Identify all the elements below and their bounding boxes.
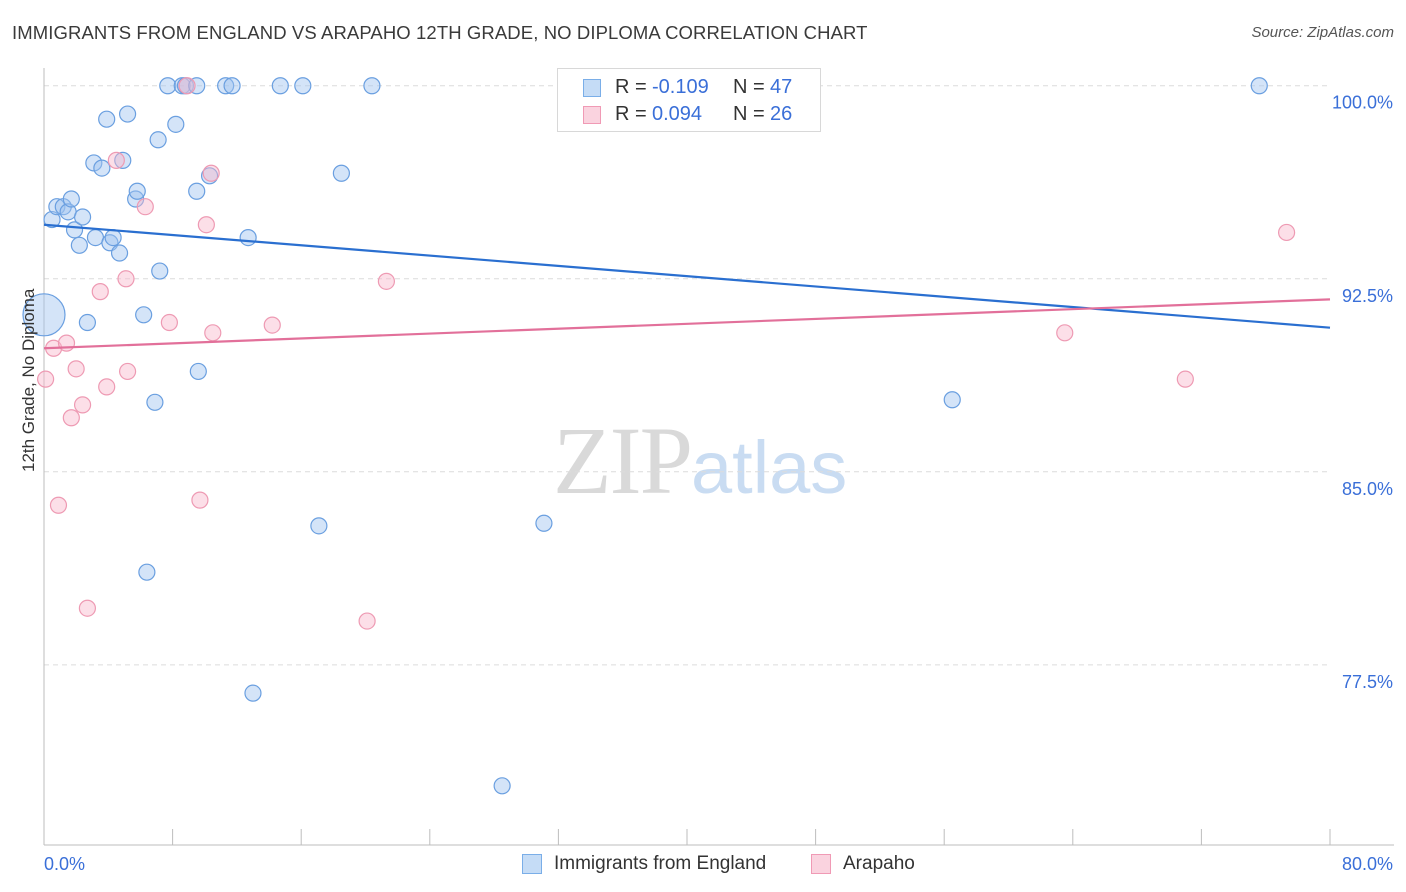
x-tick-label-min: 0.0%	[44, 854, 85, 874]
n-value: 26	[770, 103, 793, 125]
england-point-2	[48, 198, 66, 216]
england-point-24	[149, 131, 167, 149]
r-label: R =	[615, 103, 647, 125]
england-point-21	[135, 306, 153, 324]
n-label: N =	[733, 76, 765, 98]
y-tick-label-1: 92.5%	[1342, 286, 1393, 306]
england-point-16	[110, 244, 129, 262]
grid-lines	[44, 85, 1330, 666]
axes	[43, 68, 1394, 846]
trend-lines	[43, 223, 1331, 350]
y-tick-label-2: 85.0%	[1342, 479, 1393, 499]
england-point-5	[62, 190, 80, 208]
r-value: -0.109	[652, 76, 709, 98]
arapaho-point-23	[1056, 324, 1074, 342]
arapaho-point-0	[37, 370, 55, 388]
england-point-44	[535, 514, 553, 532]
england-point-13	[98, 110, 116, 128]
y-tick-label-3: 77.5%	[1342, 672, 1393, 692]
arapaho-point-11	[117, 270, 135, 288]
england-point-15	[104, 228, 122, 247]
watermark-zip: ZIP	[553, 407, 693, 514]
england-point-40	[310, 517, 328, 535]
england-point-35	[223, 77, 241, 95]
arapaho-point-6	[73, 396, 92, 414]
source-credit: Source: ZipAtlas.com	[1251, 24, 1394, 41]
arapaho-point-5	[67, 360, 85, 378]
legend-swatch-blue	[583, 79, 601, 97]
arapaho-point-21	[358, 612, 376, 630]
arapaho-point-17	[197, 216, 215, 234]
england-point-34	[217, 77, 235, 95]
y-tick-label-0: 100.0%	[1332, 93, 1393, 113]
n-label: N =	[733, 103, 765, 125]
arapaho-point-13	[136, 198, 154, 216]
arapaho-point-2	[49, 496, 68, 514]
england-point-0	[22, 293, 66, 337]
england-point-45	[943, 391, 961, 409]
tick-labels: 100.0% 92.5% 85.0% 77.5% 0.0% 80.0%	[44, 93, 1393, 874]
england-point-7	[70, 236, 88, 254]
england-point-17	[114, 151, 132, 169]
england-point-33	[200, 167, 219, 185]
england-point-32	[189, 362, 207, 381]
england-point-42	[363, 77, 381, 95]
england-point-25	[151, 262, 169, 280]
arapaho-point-24	[1176, 370, 1194, 388]
y-axis-label: 12th Grade, No Diploma	[19, 288, 38, 472]
arapaho-point-10	[107, 151, 125, 169]
arapaho-point-12	[118, 362, 137, 381]
legend-label: Immigrants from England	[554, 853, 767, 874]
r-value: 0.094	[652, 103, 703, 125]
watermark: ZIPatlas	[553, 405, 847, 516]
legend-swatch-pink	[583, 106, 601, 124]
legend-swatch-pink	[811, 854, 831, 874]
england-point-36	[239, 228, 257, 247]
england-point-38	[271, 77, 289, 95]
england-point-22	[138, 563, 156, 581]
england-point-41	[332, 164, 350, 182]
england-point-20	[128, 182, 146, 200]
chart-title: IMMIGRANTS FROM ENGLAND VS ARAPAHO 12TH …	[12, 22, 868, 43]
arapaho-point-19	[204, 324, 222, 342]
england-point-26	[159, 77, 177, 95]
arapaho-point-25	[1277, 223, 1296, 242]
england-point-39	[294, 77, 312, 95]
england-point-27	[167, 115, 185, 133]
arapaho-point-7	[78, 599, 97, 617]
n-value: 47	[770, 76, 793, 98]
legend-label: Arapaho	[843, 853, 915, 874]
england-point-1	[43, 210, 61, 229]
legend-swatch-blue	[522, 854, 542, 874]
arapaho-point-18	[202, 164, 220, 182]
arapaho-point-16	[191, 491, 209, 509]
arapaho-point-15	[178, 77, 196, 95]
r-label: R =	[615, 76, 647, 98]
watermark-atlas: atlas	[691, 426, 848, 509]
arapaho-point-20	[263, 316, 281, 334]
england-point-8	[73, 208, 92, 226]
arapaho-point-4	[62, 409, 80, 427]
england-point-46	[1250, 77, 1268, 95]
series-immigrants-from-england	[22, 77, 1268, 795]
england-point-12	[93, 159, 111, 177]
england-point-18	[118, 105, 137, 123]
trend-line-arapaho	[43, 298, 1331, 350]
arapaho-point-9	[98, 378, 116, 396]
arapaho-point-8	[91, 283, 109, 301]
england-point-23	[146, 393, 164, 411]
england-point-31	[188, 182, 206, 200]
england-point-30	[188, 77, 206, 95]
series-arapaho	[37, 77, 1296, 630]
england-point-43	[493, 777, 511, 795]
arapaho-point-14	[160, 313, 178, 332]
x-tick-label-max: 80.0%	[1342, 854, 1393, 874]
england-point-37	[244, 684, 262, 702]
arapaho-point-22	[377, 272, 395, 290]
trend-line-england	[43, 223, 1331, 329]
england-point-9	[78, 313, 97, 332]
correlation-legend: R = -0.109 N = 47 R = 0.094 N = 26	[557, 68, 821, 132]
england-point-11	[86, 228, 105, 247]
